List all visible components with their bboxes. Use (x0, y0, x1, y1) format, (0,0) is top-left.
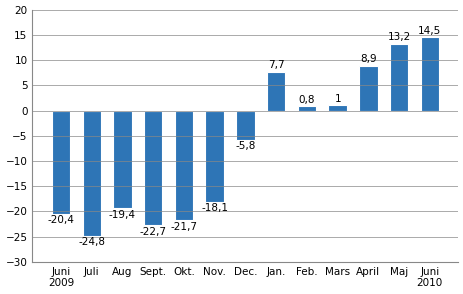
Text: 14,5: 14,5 (417, 26, 440, 36)
Text: 1: 1 (334, 94, 340, 104)
Text: 13,2: 13,2 (387, 32, 410, 42)
Bar (236, 111, 254, 140)
Bar (82, 111, 101, 236)
Text: -24,8: -24,8 (78, 237, 105, 247)
Bar (205, 111, 224, 202)
Bar (297, 106, 315, 111)
Text: 0,8: 0,8 (298, 95, 314, 105)
Text: -20,4: -20,4 (48, 215, 74, 225)
Bar (358, 66, 377, 111)
Bar (52, 111, 70, 213)
Text: -22,7: -22,7 (139, 227, 166, 237)
Bar (144, 111, 162, 225)
Bar (175, 111, 193, 220)
Bar (328, 106, 346, 111)
Bar (113, 111, 131, 208)
Text: 7,7: 7,7 (267, 60, 284, 70)
Bar (420, 37, 438, 111)
Text: -21,7: -21,7 (170, 222, 197, 232)
Bar (389, 44, 407, 111)
Text: -19,4: -19,4 (109, 210, 136, 220)
Text: 8,9: 8,9 (359, 54, 376, 64)
Text: -18,1: -18,1 (201, 203, 228, 213)
Bar (266, 72, 285, 111)
Text: -5,8: -5,8 (235, 141, 255, 151)
